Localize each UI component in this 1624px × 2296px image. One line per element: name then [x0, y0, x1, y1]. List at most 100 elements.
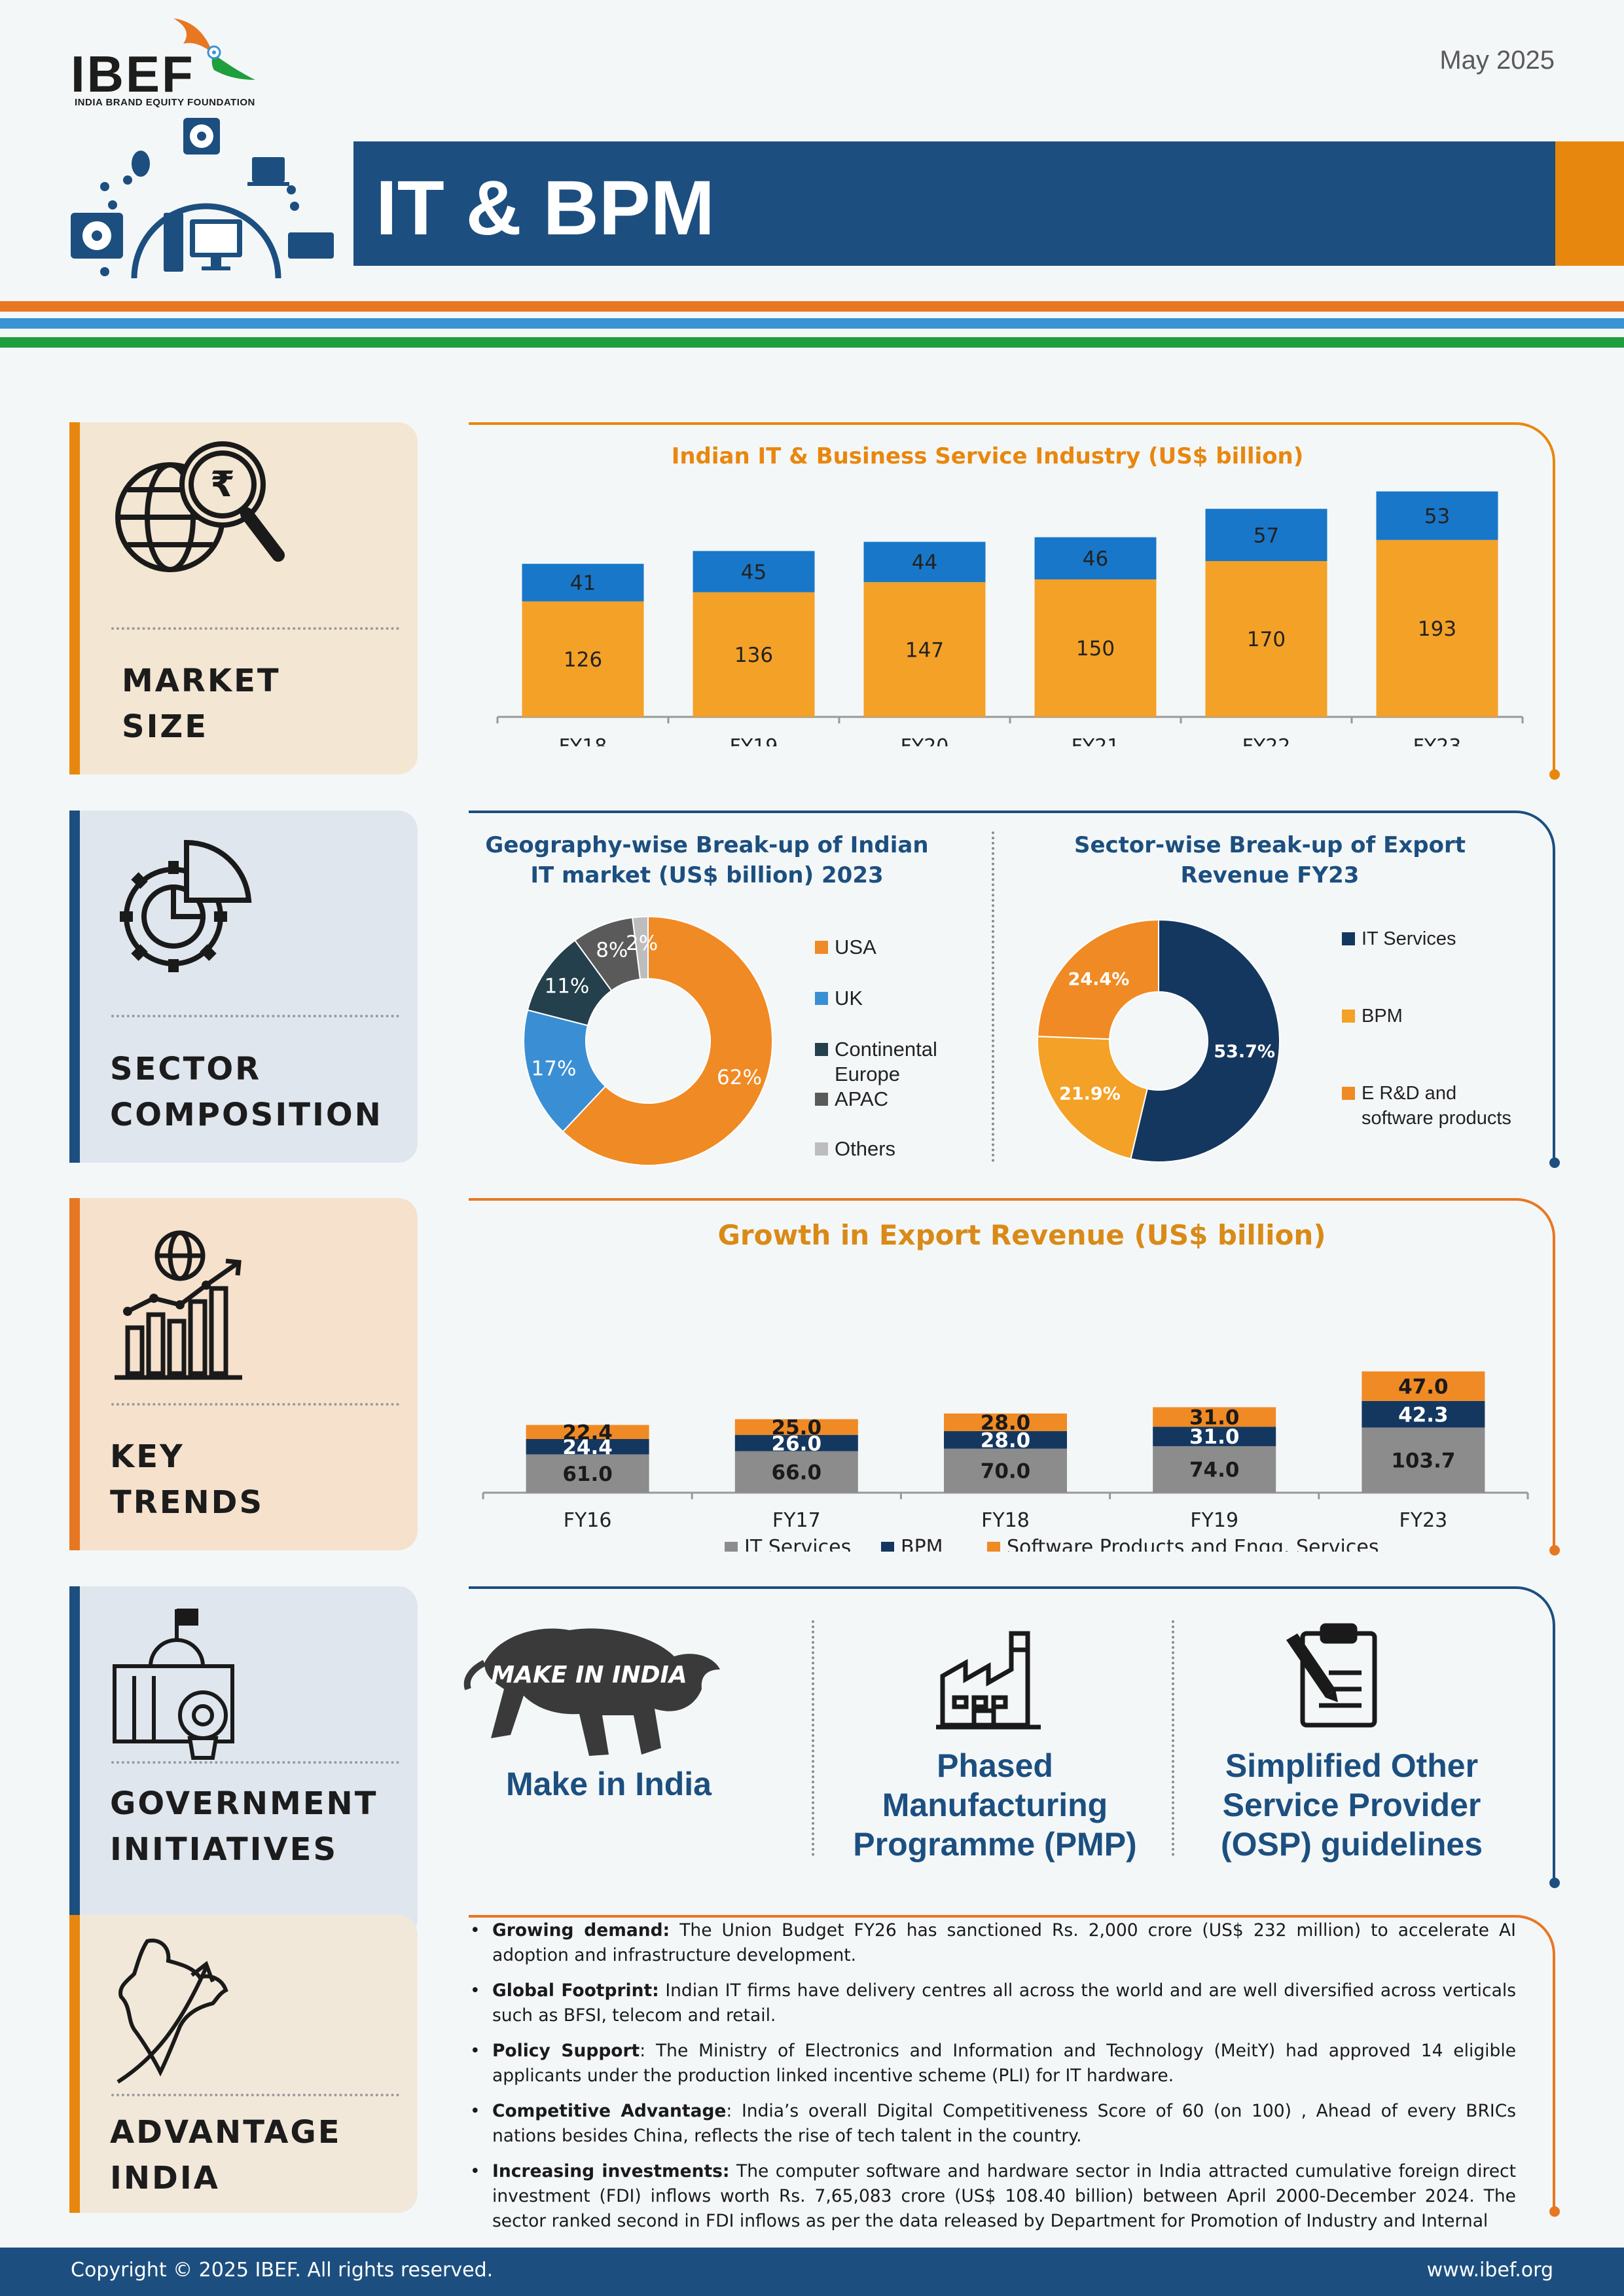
legend-swatch [725, 1542, 738, 1552]
bar-it-services-fy18 [944, 1448, 1067, 1493]
advantage-india-accent [69, 1915, 80, 2213]
advantage-india-frame-dot [1549, 2206, 1560, 2217]
legend-label: Continental Europe [835, 1038, 937, 1085]
market-size-title: MARKET SIZE [122, 663, 281, 745]
x-tick-label: FY23 [1413, 735, 1462, 746]
legend-label: BPM [901, 1536, 943, 1552]
advantage-heading: Policy Support [492, 2041, 640, 2061]
bar-export-fy20 [863, 582, 986, 717]
bar-it-services-fy16 [526, 1454, 649, 1493]
advantage-item: Global Footprint: Indian IT firms have d… [469, 1978, 1516, 2028]
publication-date: May 2025 [1439, 46, 1555, 75]
slice-label: 53.7% [1214, 1042, 1275, 1062]
data-label: 70.0 [981, 1460, 1031, 1484]
x-tick-label: FY19 [1190, 1509, 1238, 1532]
initiative-make-in-india: Make in India [506, 1766, 712, 1802]
slice-uk [523, 1009, 607, 1133]
legend-label: IT Services [744, 1536, 851, 1552]
legend-swatch [815, 1043, 828, 1056]
footer-website-link[interactable]: www.ibef.org [1426, 2259, 1553, 2282]
bar-domestic-fy19 [693, 551, 815, 592]
market-size-frame [469, 422, 1555, 776]
legend-swatch [881, 1542, 894, 1552]
legend-item: E R&D and software products [1342, 1081, 1512, 1131]
sector-export-legend: IT Services BPM E R&D and software product… [1342, 926, 1512, 1131]
bar-bpm-fy16 [526, 1439, 649, 1455]
geography-donut-chart: 62% 17% 11% 8%2% [523, 915, 773, 1166]
legend-swatch [987, 1542, 1000, 1552]
slice-label: 21.9% [1059, 1084, 1121, 1104]
advantage-item: Competitive Advantage: India’s overall D… [469, 2099, 1516, 2149]
bar-it-services-fy23 [1362, 1427, 1485, 1493]
legend-swatch [815, 941, 828, 954]
slice-label: 17% [532, 1057, 577, 1081]
legend-label: E R&D and software products [1362, 1083, 1511, 1129]
export-growth-chart: 61.0 24.422.4 FY16 66.0 26.025.0 FY17 70.0 28.0… [482, 1371, 1529, 1552]
advantage-india-frame [469, 1915, 1555, 2213]
bar-software-products-and-engg-services-fy23 [1362, 1371, 1485, 1401]
advantage-heading: Growing demand: [492, 1920, 670, 1941]
key-trends-divider [111, 1403, 399, 1406]
data-label: 103.7 [1391, 1449, 1455, 1472]
legend-label: IT Services [1362, 928, 1456, 949]
slice-it-services [1130, 919, 1280, 1163]
key-trends-frame [469, 1198, 1555, 1552]
sector-export-donut-chart: 53.7% 21.9% 24.4% [1037, 919, 1280, 1163]
advantage-heading: Global Footprint: [492, 1980, 659, 2001]
advantage-item: Policy Support: The Ministry of Electron… [469, 2039, 1516, 2088]
slice-label: 24.4% [1068, 969, 1130, 989]
legend-item: Continental Europe [815, 1037, 985, 1087]
initiatives-divider-2 [1172, 1620, 1174, 1856]
initiatives-divider-1 [812, 1620, 814, 1856]
sector-composition-frame-dot [1549, 1157, 1560, 1168]
logo-name: IBEF [71, 45, 195, 103]
bar-it-services-fy17 [734, 1451, 858, 1493]
legend-swatch [815, 992, 828, 1005]
sector-charts-divider [992, 831, 994, 1162]
government-initiatives-accent [69, 1586, 80, 1939]
bar-export-fy22 [1205, 561, 1327, 717]
green-stripe [0, 337, 1624, 348]
bar-bpm-fy19 [1153, 1427, 1276, 1446]
india-map-arrow-icon [117, 1939, 228, 2084]
bar-software-products-and-engg-services-fy16 [526, 1425, 649, 1440]
sector-export-chart-title: Sector-wise Break-up of Export Revenue F… [1074, 832, 1466, 888]
orange-stripe [0, 301, 1624, 312]
sector-composition-title: SECTOR COMPOSITION [110, 1051, 383, 1133]
bar-export-fy19 [693, 592, 815, 717]
legend-label: APAC [835, 1087, 889, 1110]
slice-e-r-d-and-software-products [1037, 919, 1159, 1040]
geography-legend: USA UK Continental Europe APAC Others [815, 935, 985, 1161]
advantage-list: Growing demand: The Union Budget FY26 ha… [469, 1918, 1516, 2244]
market-size-divider [111, 627, 399, 630]
bar-bpm-fy23 [1362, 1400, 1485, 1428]
it-devices-icon [71, 118, 334, 279]
data-label: 46 [1083, 547, 1108, 571]
legend-label: USA [835, 936, 876, 958]
footer-copyright: Copyright © 2025 IBEF. All rights reserv… [71, 2259, 494, 2282]
data-label: 41 [570, 572, 596, 595]
data-label: 31.0 [1189, 1425, 1240, 1449]
make-in-india-lion-icon: MAKE IN INDIA [463, 1628, 720, 1756]
legend-item: USA [815, 935, 985, 960]
geography-chart-title: Geography-wise Break-up of Indian IT mar… [485, 832, 929, 888]
bar-domestic-fy18 [522, 564, 644, 602]
clipboard-pen-icon [1286, 1623, 1377, 1728]
x-tick-label: FY21 [1072, 735, 1120, 746]
factory-icon [936, 1631, 1041, 1730]
slice-others [632, 915, 649, 980]
x-tick-label: FY19 [730, 735, 778, 746]
bar-domestic-fy23 [1376, 491, 1498, 540]
slice-label: 2% [626, 932, 658, 955]
data-label: 53 [1424, 505, 1450, 528]
bar-software-products-and-engg-services-fy19 [1153, 1407, 1276, 1427]
government-initiatives-frame [469, 1586, 1555, 1882]
slice-bpm [1037, 1035, 1148, 1160]
slice-label: 11% [544, 975, 589, 998]
data-label: 42.3 [1398, 1403, 1449, 1427]
advantage-india-divider [111, 2094, 399, 2096]
bird-logo-icon [173, 18, 255, 80]
data-label: 147 [905, 638, 944, 662]
bar-bpm-fy18 [944, 1430, 1067, 1449]
bar-software-products-and-engg-services-fy17 [734, 1419, 858, 1435]
